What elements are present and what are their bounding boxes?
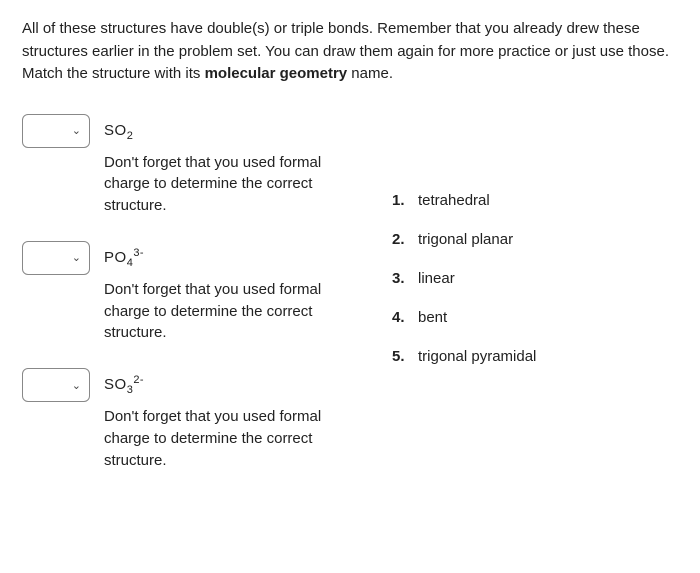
question-text: SO2 Don't forget that you used formal ch… (104, 114, 352, 217)
answer-label: tetrahedral (418, 192, 490, 209)
instructions-text: All of these structures have double(s) o… (22, 18, 678, 86)
chevron-down-icon: ⌄ (72, 251, 81, 264)
instructions-part2: name. (347, 65, 393, 82)
formula-1: SO2 (104, 120, 352, 142)
hint-text: Don't forget that you used formal charge… (104, 406, 352, 471)
hint-text: Don't forget that you used formal charge… (104, 279, 352, 344)
answer-dropdown-3[interactable]: ⌄ (22, 368, 90, 402)
answer-number: 3. (392, 270, 410, 287)
answer-label: bent (418, 309, 447, 326)
chevron-down-icon: ⌄ (72, 379, 81, 392)
hint-text: Don't forget that you used formal charge… (104, 152, 352, 217)
answer-option-5: 5. trigonal pyramidal (392, 348, 678, 365)
answer-label: linear (418, 270, 455, 287)
answer-option-4: 4. bent (392, 309, 678, 326)
answer-dropdown-1[interactable]: ⌄ (22, 114, 90, 148)
answer-option-2: 2. trigonal planar (392, 231, 678, 248)
answers-column: 1. tetrahedral 2. trigonal planar 3. lin… (392, 114, 678, 496)
answer-number: 4. (392, 309, 410, 326)
questions-column: ⌄ SO2 Don't forget that you used formal … (22, 114, 352, 496)
answer-dropdown-2[interactable]: ⌄ (22, 241, 90, 275)
content-area: ⌄ SO2 Don't forget that you used formal … (22, 114, 678, 496)
formula-3: SO32- (104, 374, 352, 396)
formula-base: SO (104, 122, 127, 139)
chevron-down-icon: ⌄ (72, 124, 81, 137)
formula-sup: 2- (133, 374, 144, 386)
answer-label: trigonal planar (418, 231, 513, 248)
formula-sub: 2 (127, 130, 134, 142)
question-block: ⌄ PO43- Don't forget that you used forma… (22, 241, 352, 344)
formula-sup: 3- (133, 247, 144, 259)
instructions-bold: molecular geometry (205, 65, 348, 82)
formula-2: PO43- (104, 247, 352, 269)
answer-label: trigonal pyramidal (418, 348, 536, 365)
answer-option-1: 1. tetrahedral (392, 192, 678, 209)
question-block: ⌄ SO2 Don't forget that you used formal … (22, 114, 352, 217)
question-block: ⌄ SO32- Don't forget that you used forma… (22, 368, 352, 471)
answer-number: 5. (392, 348, 410, 365)
formula-base: SO (104, 376, 127, 393)
answer-number: 2. (392, 231, 410, 248)
question-text: SO32- Don't forget that you used formal … (104, 368, 352, 471)
question-text: PO43- Don't forget that you used formal … (104, 241, 352, 344)
answer-number: 1. (392, 192, 410, 209)
answer-option-3: 3. linear (392, 270, 678, 287)
formula-base: PO (104, 249, 127, 266)
